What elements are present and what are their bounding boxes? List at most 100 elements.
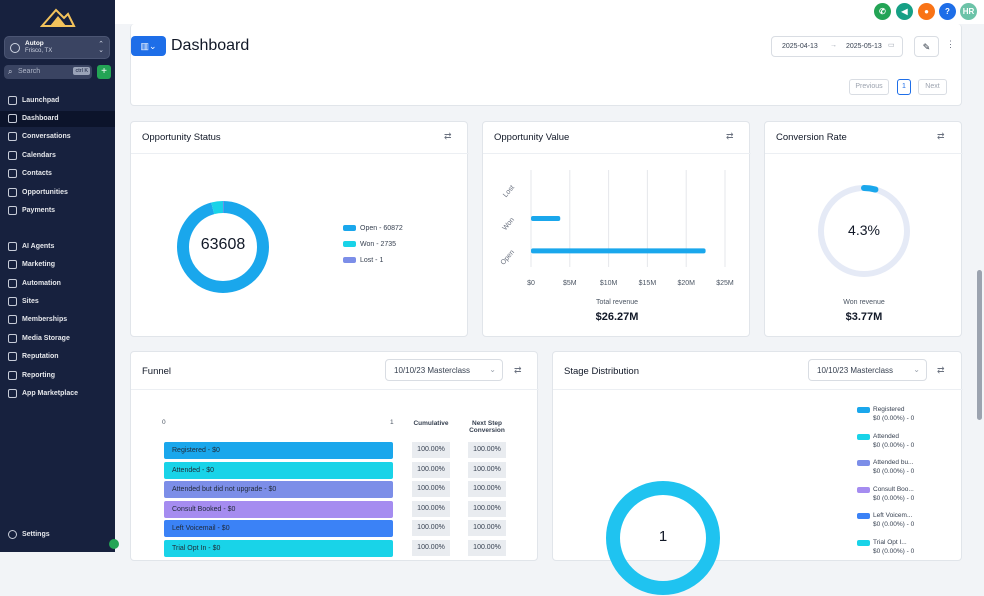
sidebar: Autop Frisco, TX ⌃ ⌄ ⌕ Search ctrl K + La…: [0, 0, 119, 552]
sidebar-item-opportunities[interactable]: Opportunities: [0, 185, 115, 201]
date-range-picker[interactable]: 2025-04-13 → 2025-05-13 ▭: [771, 36, 903, 57]
sidebar-item-label: Media Storage: [22, 335, 70, 342]
card-title: Conversion Rate: [776, 132, 847, 143]
bell-icon[interactable]: ●: [918, 3, 935, 20]
funnel-bar[interactable]: Registered - $0: [164, 442, 393, 459]
sidebar-item-label: Conversations: [22, 133, 71, 140]
layout-switcher-button[interactable]: ▥⌄: [131, 36, 166, 56]
legend-item[interactable]: Left Voicem... $0 (0.00%) - 0: [857, 511, 914, 529]
sidebar-item-reputation[interactable]: Reputation: [0, 349, 115, 365]
help-icon[interactable]: ?: [939, 3, 956, 20]
opportunity-value-bar-chart: $0 $5M $10M $15M $20M $25M Lost Won Open: [500, 170, 734, 287]
contacts-icon: [8, 169, 17, 178]
legend-swatch: [343, 241, 356, 248]
sidebar-item-payments[interactable]: Payments: [0, 203, 115, 219]
stage-pipeline-select[interactable]: 10/10/23 Masterclass ⌄: [808, 359, 927, 381]
opportunity-status-card: Opportunity Status ⇄ 63608 Open - 60872 W…: [130, 121, 469, 337]
cumulative-value: 100.00%: [412, 500, 450, 517]
legend-label: Won - 2735: [360, 241, 397, 248]
divider: [131, 153, 469, 154]
funnel-bar[interactable]: Attended - $0: [164, 461, 393, 479]
megaphone-icon[interactable]: ◀: [896, 3, 913, 20]
y-tick-label: Lost: [502, 184, 516, 199]
next-step-header: Next Step Conversion: [469, 420, 505, 434]
sidebar-item-label: Opportunities: [22, 189, 68, 196]
swap-icon[interactable]: ⇄: [514, 365, 522, 375]
legend-value: $0 (0.00%) - 0: [873, 468, 915, 475]
conversion-rate-card: Conversion Rate ⇄ 4.3% Won revenue $3.77…: [764, 121, 963, 337]
legend-name: Attended bu...: [873, 459, 914, 466]
legend-item[interactable]: Trial Opt I... $0 (0.00%) - 0: [857, 538, 914, 556]
funnel-axis-start: 0: [162, 419, 166, 426]
legend-item[interactable]: Consult Boo... $0 (0.00%) - 0: [857, 485, 914, 503]
collapse-sidebar-button[interactable]: [109, 539, 119, 549]
sidebar-item-app-marketplace[interactable]: App Marketplace: [0, 386, 115, 402]
next-step-value: 100.00%: [468, 481, 506, 497]
quick-add-button[interactable]: +: [97, 65, 111, 79]
swap-icon[interactable]: ⇄: [937, 131, 945, 141]
sidebar-item-label: AI Agents: [22, 243, 55, 250]
apps-icon: [8, 389, 17, 398]
sidebar-item-contacts[interactable]: Contacts: [0, 166, 115, 182]
sites-icon: [8, 297, 17, 306]
cumulative-header: Cumulative: [413, 420, 449, 427]
location-icon: [10, 43, 20, 53]
legend-item[interactable]: Attended bu... $0 (0.00%) - 0: [857, 458, 915, 476]
legend-item[interactable]: Won - 2735: [343, 241, 396, 248]
sidebar-item-dashboard[interactable]: Dashboard: [0, 111, 115, 127]
y-tick-label: Won: [502, 217, 517, 233]
legend-name: Trial Opt I...: [873, 538, 907, 546]
swap-icon[interactable]: ⇄: [444, 131, 452, 141]
sidebar-item-automation[interactable]: Automation: [0, 276, 115, 292]
next-step-value: 100.00%: [468, 539, 506, 556]
search-placeholder: Search: [18, 68, 41, 75]
account-switcher[interactable]: Autop Frisco, TX ⌃ ⌄: [4, 36, 110, 59]
funnel-pipeline-select[interactable]: 10/10/23 Masterclass ⌄: [385, 359, 503, 381]
legend-item[interactable]: Attended $0 (0.00%) - 0: [857, 432, 914, 450]
grid-icon: [8, 114, 17, 123]
sidebar-item-memberships[interactable]: Memberships: [0, 312, 115, 328]
sidebar-item-calendars[interactable]: Calendars: [0, 148, 115, 164]
top-bar: ✆ ◀ ● ? HR: [115, 0, 984, 24]
page-number-button[interactable]: 1: [897, 79, 911, 95]
next-page-button[interactable]: Next: [918, 79, 947, 95]
funnel-bar[interactable]: Trial Opt In - $0: [164, 539, 393, 557]
legend-swatch: [343, 225, 356, 232]
swap-icon[interactable]: ⇄: [726, 131, 734, 141]
membership-icon: [8, 315, 17, 324]
funnel-card: Funnel 10/10/23 Masterclass ⌄ ⇄ 0 1 Cumu…: [130, 351, 539, 561]
swap-icon[interactable]: ⇄: [937, 365, 945, 375]
funnel-bar[interactable]: Left Voicemail - $0: [164, 520, 393, 537]
search-input[interactable]: ⌕ Search ctrl K: [4, 65, 92, 79]
media-icon: [8, 334, 17, 343]
x-tick-label: $20M: [677, 280, 695, 287]
previous-page-button[interactable]: Previous: [849, 79, 889, 95]
sidebar-item-marketing[interactable]: Marketing: [0, 257, 115, 273]
sidebar-item-label: Reputation: [22, 353, 59, 360]
phone-icon[interactable]: ✆: [874, 3, 891, 20]
sidebar-item-media-storage[interactable]: Media Storage: [0, 331, 115, 347]
edit-dashboard-button[interactable]: ✎: [914, 36, 939, 57]
sidebar-item-settings[interactable]: Settings: [0, 527, 115, 543]
page-scrollbar[interactable]: [977, 270, 982, 420]
funnel-bar[interactable]: Attended but did not upgrade - $0: [164, 481, 393, 498]
x-tick-label: $0: [527, 280, 535, 287]
legend-swatch: [857, 460, 870, 466]
brand-logo: [40, 8, 76, 27]
sidebar-item-label: Calendars: [22, 152, 56, 159]
sidebar-item-launchpad[interactable]: Launchpad: [0, 93, 115, 109]
sidebar-item-label: Reporting: [22, 372, 56, 379]
card-title: Opportunity Value: [494, 132, 570, 143]
more-options-icon[interactable]: ⋮: [946, 39, 955, 49]
sidebar-item-sites[interactable]: Sites: [0, 294, 115, 310]
legend-item[interactable]: Lost - 1: [343, 257, 383, 264]
legend-item[interactable]: Registered $0 (0.00%) - 0: [857, 405, 915, 423]
legend-item[interactable]: Open - 60872: [343, 225, 403, 232]
sidebar-item-reporting[interactable]: Reporting: [0, 368, 115, 384]
legend-name: Registered: [873, 406, 905, 413]
avatar[interactable]: HR: [960, 3, 977, 20]
legend-value: $0 (0.00%) - 0: [873, 415, 915, 422]
funnel-bar[interactable]: Consult Booked - $0: [164, 500, 393, 518]
sidebar-item-conversations[interactable]: Conversations: [0, 129, 115, 145]
sidebar-item-ai-agents[interactable]: AI Agents: [0, 239, 115, 255]
